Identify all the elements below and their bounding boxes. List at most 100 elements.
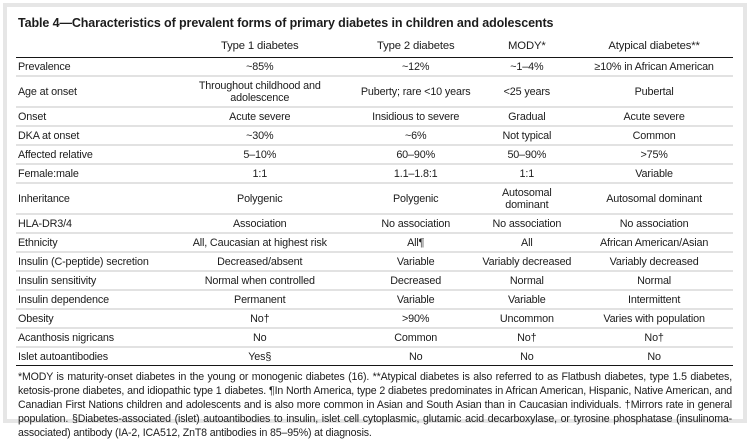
table-cell: 1.1–1.8:1 (353, 164, 478, 183)
table-cell: Polygenic (353, 183, 478, 214)
table-cell: Variably decreased (575, 252, 733, 271)
table-cell: All, Caucasian at highest risk (167, 233, 353, 252)
table-cell: No (575, 347, 733, 366)
table-title: Table 4—Characteristics of prevalent for… (16, 13, 733, 39)
row-label: Female:male (16, 164, 167, 183)
table-cell: Polygenic (167, 183, 353, 214)
table-cell: ~12% (353, 58, 478, 77)
table-cell: Acute severe (167, 107, 353, 126)
table-cell: Normal when controlled (167, 271, 353, 290)
row-label: Acanthosis nigricans (16, 328, 167, 347)
table-row: Prevalence~85%~12%~1–4%≥10% in African A… (16, 58, 733, 77)
row-label: Insulin (C-peptide) secretion (16, 252, 167, 271)
column-header (16, 39, 167, 58)
row-label: Onset (16, 107, 167, 126)
table-cell: Common (353, 328, 478, 347)
table-cell: 1:1 (478, 164, 575, 183)
table-cell: 50–90% (478, 145, 575, 164)
table-cell: 1:1 (167, 164, 353, 183)
table-cell: No† (478, 328, 575, 347)
table-cell: Normal (575, 271, 733, 290)
table-cell: All¶ (353, 233, 478, 252)
table-cell: Association (167, 214, 353, 233)
table-cell: Variable (353, 252, 478, 271)
table-body: Prevalence~85%~12%~1–4%≥10% in African A… (16, 58, 733, 366)
table-cell: Autosomal dominant (575, 183, 733, 214)
table-cell: Throughout childhood and adolescence (167, 76, 353, 107)
table-cell: Variably decreased (478, 252, 575, 271)
table-cell: Decreased/absent (167, 252, 353, 271)
table-figure: Table 4—Characteristics of prevalent for… (3, 3, 747, 423)
table-cell: Yes§ (167, 347, 353, 366)
table-cell: Puberty; rare <10 years (353, 76, 478, 107)
table-cell: No† (167, 309, 353, 328)
table-cell: Common (575, 126, 733, 145)
row-label: Insulin sensitivity (16, 271, 167, 290)
table-cell: Gradual (478, 107, 575, 126)
table-cell: Variable (575, 164, 733, 183)
table-cell: No association (353, 214, 478, 233)
table-cell: Acute severe (575, 107, 733, 126)
table-cell: Variable (353, 290, 478, 309)
row-label: DKA at onset (16, 126, 167, 145)
row-label: Prevalence (16, 58, 167, 77)
table-cell: Normal (478, 271, 575, 290)
table-cell: Not typical (478, 126, 575, 145)
table-cell: ≥10% in African American (575, 58, 733, 77)
row-label: Ethnicity (16, 233, 167, 252)
table-cell: ~30% (167, 126, 353, 145)
table-footnote: *MODY is maturity-onset diabetes in the … (16, 366, 733, 441)
table-cell: All (478, 233, 575, 252)
table-cell: Intermittent (575, 290, 733, 309)
row-label: Affected relative (16, 145, 167, 164)
table-cell: 60–90% (353, 145, 478, 164)
table-cell: ~1–4% (478, 58, 575, 77)
column-header: MODY* (478, 39, 575, 58)
table-cell: Varies with population (575, 309, 733, 328)
table-cell: Uncommon (478, 309, 575, 328)
table-cell: No (478, 347, 575, 366)
column-header: Type 1 diabetes (167, 39, 353, 58)
table-cell: Permanent (167, 290, 353, 309)
table-cell: >75% (575, 145, 733, 164)
table-cell: ~6% (353, 126, 478, 145)
table-cell: No association (575, 214, 733, 233)
table-cell: <25 years (478, 76, 575, 107)
table-cell: Insidious to severe (353, 107, 478, 126)
row-label: Insulin dependence (16, 290, 167, 309)
table-cell: Autosomal dominant (478, 183, 575, 214)
table-cell: African American/Asian (575, 233, 733, 252)
table-cell: No† (575, 328, 733, 347)
column-header: Atypical diabetes** (575, 39, 733, 58)
table-cell: >90% (353, 309, 478, 328)
row-label: Inheritance (16, 183, 167, 214)
row-label: Obesity (16, 309, 167, 328)
table-cell: No (353, 347, 478, 366)
row-label: Age at onset (16, 76, 167, 107)
row-label: HLA-DR3/4 (16, 214, 167, 233)
table-cell: No (167, 328, 353, 347)
table-cell: ~85% (167, 58, 353, 77)
table-cell: Decreased (353, 271, 478, 290)
column-header: Type 2 diabetes (353, 39, 478, 58)
row-label: Islet autoantibodies (16, 347, 167, 366)
table-cell: 5–10% (167, 145, 353, 164)
table-cell: No association (478, 214, 575, 233)
table-cell: Variable (478, 290, 575, 309)
